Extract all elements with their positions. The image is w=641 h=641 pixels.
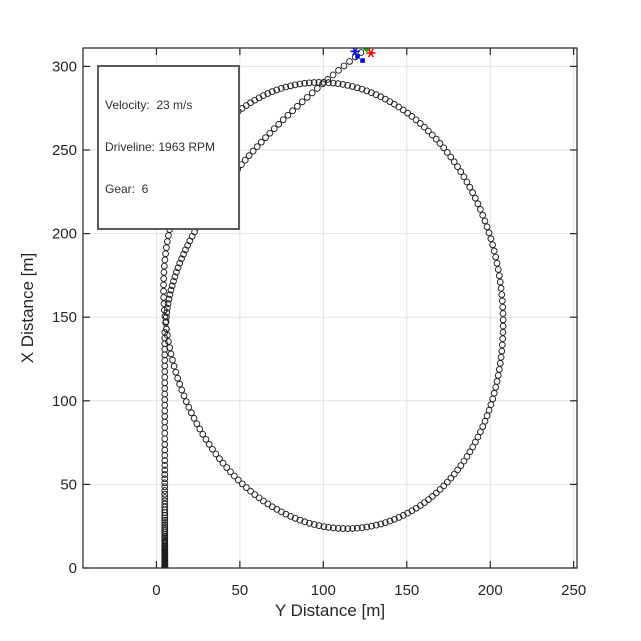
telemetry-annotation-box: Velocity: 23 m/s Driveline: 1963 RPM Gea… bbox=[97, 65, 240, 230]
x-axis-label: Y Distance [m] bbox=[274, 601, 386, 620]
vehicle-position-markers bbox=[350, 48, 376, 63]
x-tick-label: 250 bbox=[561, 582, 586, 599]
x-tick-label: 50 bbox=[232, 582, 249, 599]
x-tick-label: 200 bbox=[478, 582, 503, 599]
axes-box bbox=[82, 47, 578, 569]
gear-readout: Gear: 6 bbox=[105, 182, 149, 196]
x-tick-label: 0 bbox=[152, 582, 160, 599]
x-tick-label: 100 bbox=[311, 582, 336, 599]
y-tick-label: 250 bbox=[52, 142, 77, 159]
wheel-marker-icon bbox=[355, 54, 360, 59]
wheel-marker-icon bbox=[360, 58, 365, 63]
velocity-readout: Velocity: 23 m/s bbox=[105, 98, 193, 112]
y-axis-label: X Distance [m] bbox=[18, 252, 37, 364]
asterisk-marker-icon bbox=[366, 48, 376, 58]
heading-marker-icon bbox=[362, 48, 369, 53]
y-tick-label: 0 bbox=[69, 560, 77, 577]
y-tick-label: 300 bbox=[52, 58, 77, 75]
y-tick-label: 100 bbox=[52, 393, 77, 410]
y-tick-label: 200 bbox=[52, 226, 77, 243]
tick-labels: 0 50 100 150 200 250 0 50 100 150 200 250 300 bbox=[52, 58, 586, 599]
asterisk-marker-icon bbox=[350, 48, 360, 56]
driveline-readout: Driveline: 1963 RPM bbox=[105, 140, 216, 154]
y-tick-label: 50 bbox=[60, 476, 77, 493]
y-tick-label: 150 bbox=[52, 309, 77, 326]
x-tick-label: 150 bbox=[394, 582, 419, 599]
